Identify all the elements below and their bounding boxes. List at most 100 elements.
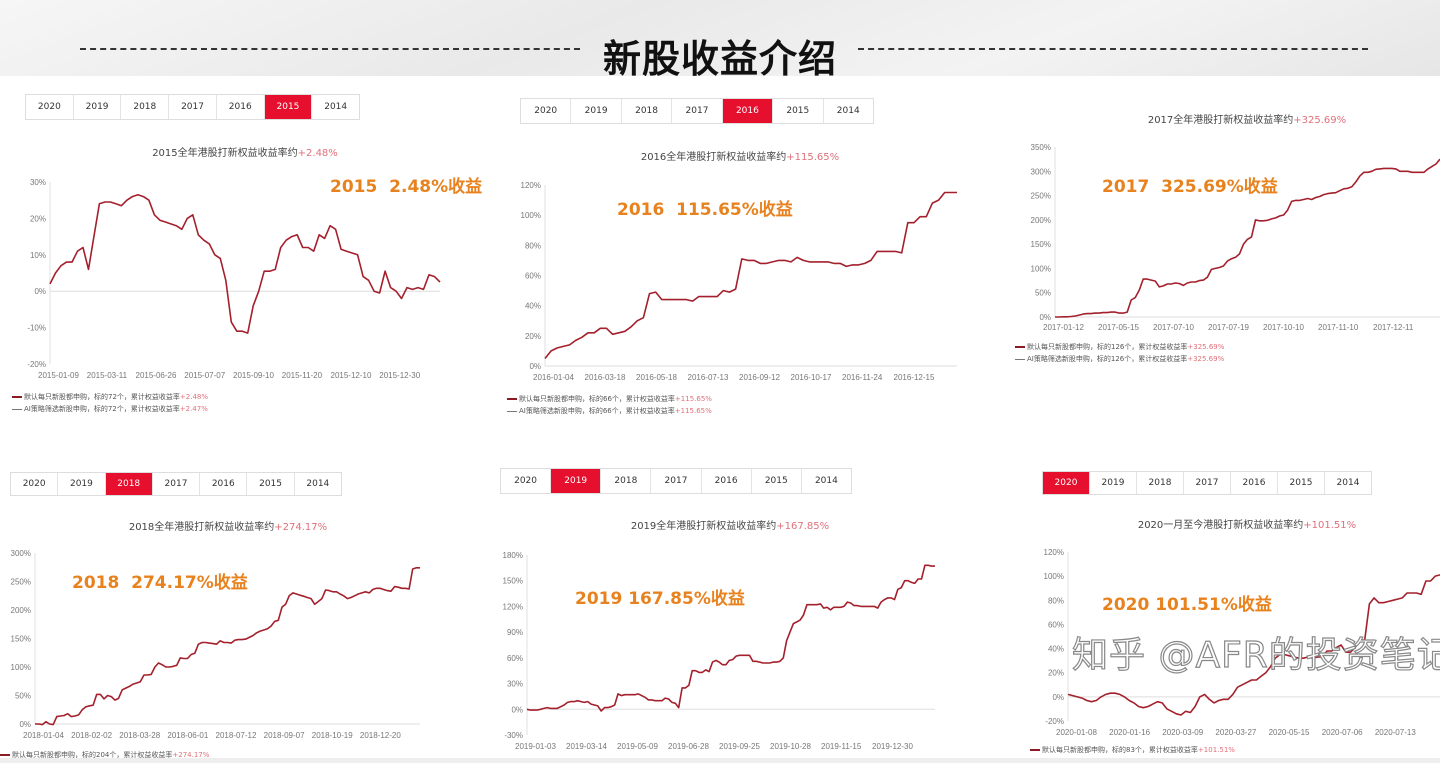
y-tick-label: 30% [30,178,46,187]
y-tick-label: 80% [525,241,541,250]
legend-swatch [507,398,517,400]
tab-2014[interactable]: 2014 [814,476,838,486]
tab-2018[interactable]: 2018 [622,99,673,123]
tab-2016[interactable]: 2016 [1231,472,1278,494]
return-annotation: 2020 101.51%收益 [1102,595,1272,615]
tab-2019[interactable]: 2019 [1090,472,1137,494]
tab-2016[interactable]: 2016 [217,95,265,119]
return-annotation: 2017 325.69%收益 [1102,177,1278,197]
tab-2020[interactable]: 2020 [11,473,59,495]
legend-item[interactable]: 默认每只新股都申购，标的126个，累计权益收益率+325.69% [1015,342,1224,352]
x-tick-label: 2018-07-12 [216,731,257,740]
return-annotation: 2016 115.65%收益 [617,200,793,220]
legend-swatch [1015,358,1025,360]
tab-2017[interactable]: 2017 [153,473,201,495]
legend-item[interactable]: AI策略筛选新股申购，标的66个，累计权益收益率+115.65% [507,406,712,416]
x-tick-label: 2019-05-09 [617,742,658,751]
y-tick-label: 150% [11,635,31,644]
year-tabs: 2020 2019 2018 2017 2016 2015 2014 [10,472,342,496]
tab-2015[interactable]: 2015 [264,95,313,119]
chart-title: 2018全年港股打新权益收益率约+274.17% [129,518,327,533]
legend-text: 默认每只新股都申购，标的204个，累计权益收益率 [12,751,173,759]
y-tick-label: -10% [27,324,46,333]
y-tick-label: 60% [507,654,523,663]
x-tick-label: 2020-01-16 [1109,728,1150,737]
x-tick-label: 2017-01-12 [1043,323,1084,332]
return-annotation: 2019 167.85%收益 [575,589,745,609]
x-tick-label: 2020-03-09 [1162,728,1203,737]
y-tick-label: 0% [511,705,523,714]
tab-2018[interactable]: 2018 [1137,472,1184,494]
legend-item[interactable]: 默认每只新股都申购，标的83个，累计权益收益率+101.51% [1030,745,1235,755]
legend-item[interactable]: AI策略筛选新股申购，标的72个，累计权益收益率+2.47% [12,404,208,414]
tab-2019[interactable]: 2019 [74,95,122,119]
tab-2017[interactable]: 2017 [1184,472,1231,494]
y-tick-label: 200% [1031,216,1051,225]
y-tick-label: 20% [1048,669,1064,678]
legend-item[interactable]: 默认每只新股都申购，标的72个，累计权益收益率+2.48% [12,392,208,402]
tab-2019[interactable]: 2019 [571,99,622,123]
legend-swatch [507,410,517,412]
legend-text: 默认每只新股都申购，标的126个，累计权益收益率 [1027,343,1188,351]
tab-2018[interactable]: 2018 [105,473,153,495]
y-tick-label: 40% [525,302,541,311]
x-tick-label: 2017-05-15 [1098,323,1139,332]
legend-item[interactable]: AI策略筛选新股申购，标的126个，累计权益收益率+325.69% [1015,354,1224,364]
legend-text: 默认每只新股都申购，标的72个，累计权益收益率 [24,393,180,401]
tab-2014[interactable]: 2014 [1336,478,1360,488]
tab-2016[interactable]: 2016 [200,473,248,495]
y-tick-label: 0% [1039,313,1051,322]
x-tick-label: 2017-10-10 [1263,323,1304,332]
x-tick-label: 2016-11-24 [842,373,883,382]
legend-item[interactable]: 默认每只新股都申购，标的66个，累计权益收益率+115.65% [507,394,712,404]
x-tick-label: 2017-07-19 [1208,323,1249,332]
series-line [49,193,441,334]
x-tick-label: 2018-03-28 [119,731,160,740]
tab-2018[interactable]: 2018 [601,469,652,493]
bottom-scrollbar-area [0,758,1440,763]
x-tick-label: 2019-06-28 [668,742,709,751]
x-tick-label: 2019-01-03 [515,742,556,751]
year-tabs: 2020 2019 2018 2017 2016 2015 2014 [500,468,852,494]
watermark: 知乎 @AFR的投资笔记 [1071,634,1440,676]
chart-title-text: 2017全年港股打新权益收益率约 [1147,115,1294,126]
tab-2020[interactable]: 2020 [1043,472,1090,494]
tab-2015[interactable]: 2015 [752,469,802,493]
tab-2019[interactable]: 2019 [551,469,602,493]
legend-pct: +325.69% [1187,343,1225,351]
legend-pct: +115.65% [674,407,712,415]
tab-2020[interactable]: 2020 [26,95,74,119]
tab-2019[interactable]: 2019 [58,473,106,495]
tab-2014[interactable]: 2014 [306,479,330,489]
tab-2016[interactable]: 2016 [722,99,774,123]
y-tick-label: 100% [521,211,541,220]
tab-2020[interactable]: 2020 [501,469,552,493]
y-tick-label: 120% [521,181,541,190]
y-tick-label: 30% [507,680,523,689]
y-tick-label: 120% [1044,548,1064,557]
tab-2017[interactable]: 2017 [169,95,217,119]
tab-2014[interactable]: 2014 [324,102,348,112]
year-tabs: 2020 2019 2018 2017 2016 2015 2014 [1042,471,1372,495]
x-tick-label: 2016-12-15 [894,373,935,382]
tab-2017[interactable]: 2017 [651,469,702,493]
tab-2015[interactable]: 2015 [773,99,824,123]
tab-2015[interactable]: 2015 [247,473,295,495]
x-tick-label: 2019-10-28 [770,742,811,751]
tab-2016[interactable]: 2016 [702,469,752,493]
legend-pct: +2.48% [179,393,209,401]
return-annotation: 2015 2.48%收益 [330,177,483,197]
tab-2015[interactable]: 2015 [1278,472,1325,494]
x-tick-label: 2016-05-18 [636,373,677,382]
chart-title-text: 2016全年港股打新权益收益率约 [640,152,787,163]
y-tick-label: 90% [507,628,523,637]
tab-2020[interactable]: 2020 [521,99,572,123]
tab-2017[interactable]: 2017 [672,99,723,123]
tab-2014[interactable]: 2014 [836,106,860,116]
x-tick-label: 2016-09-12 [739,373,780,382]
y-tick-label: 120% [503,602,523,611]
y-tick-label: 100% [1044,572,1064,581]
legend-item[interactable]: 默认每只新股都申购，标的204个，累计权益收益率+274.17% [0,750,209,760]
y-tick-label: 200% [11,606,31,615]
tab-2018[interactable]: 2018 [121,95,170,119]
